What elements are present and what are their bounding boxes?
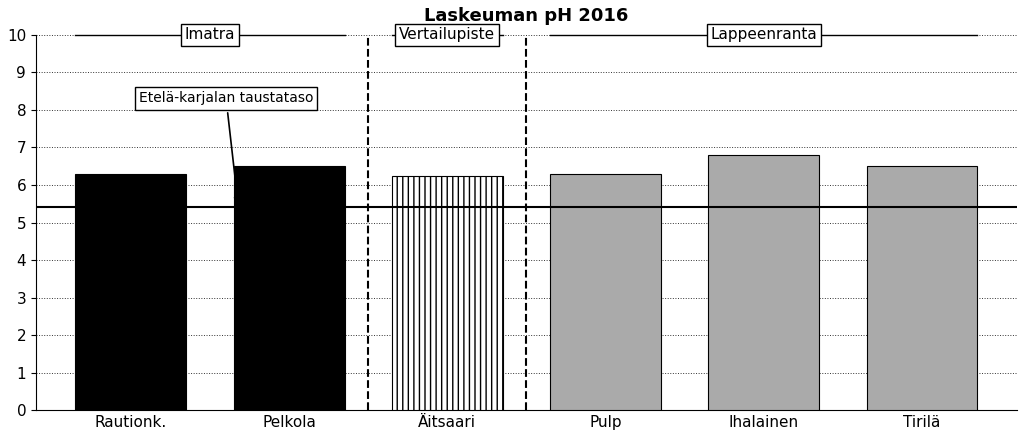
Text: Imatra: Imatra [184,28,236,42]
Bar [709,155,819,410]
Bar [76,174,186,410]
Text: Vertailupiste: Vertailupiste [399,28,496,42]
Text: Lappeenranta: Lappeenranta [711,28,817,42]
Bar [866,166,978,410]
Title: Laskeuman pH 2016: Laskeuman pH 2016 [424,7,629,25]
Bar [392,176,503,410]
Bar [233,166,344,410]
Text: Etelä-karjalan taustataso: Etelä-karjalan taustataso [139,91,313,203]
Bar [550,174,662,410]
